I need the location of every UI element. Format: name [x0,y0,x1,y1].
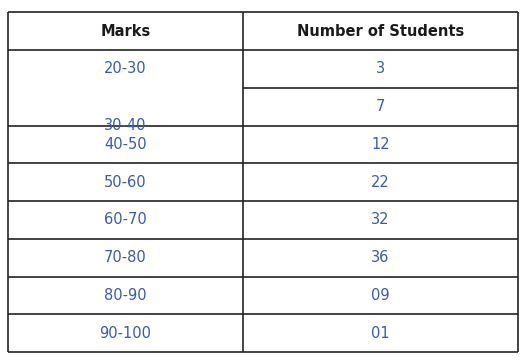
Text: 3: 3 [376,61,385,76]
Text: 36: 36 [371,250,389,265]
Text: 70-80: 70-80 [104,250,147,265]
Text: 30-40: 30-40 [104,118,147,133]
Text: 12: 12 [371,137,390,152]
Text: 7: 7 [376,99,385,114]
Text: 60-70: 60-70 [104,212,147,228]
Text: 90-100: 90-100 [99,326,151,341]
Text: 32: 32 [371,212,390,228]
Text: 20-30: 20-30 [104,61,147,76]
Text: 22: 22 [371,175,390,190]
Text: 01: 01 [371,326,390,341]
Text: 50-60: 50-60 [104,175,147,190]
Text: 40-50: 40-50 [104,137,147,152]
Text: Marks: Marks [100,23,150,39]
Text: 09: 09 [371,288,390,303]
Text: 80-90: 80-90 [104,288,147,303]
Text: Number of Students: Number of Students [297,23,464,39]
